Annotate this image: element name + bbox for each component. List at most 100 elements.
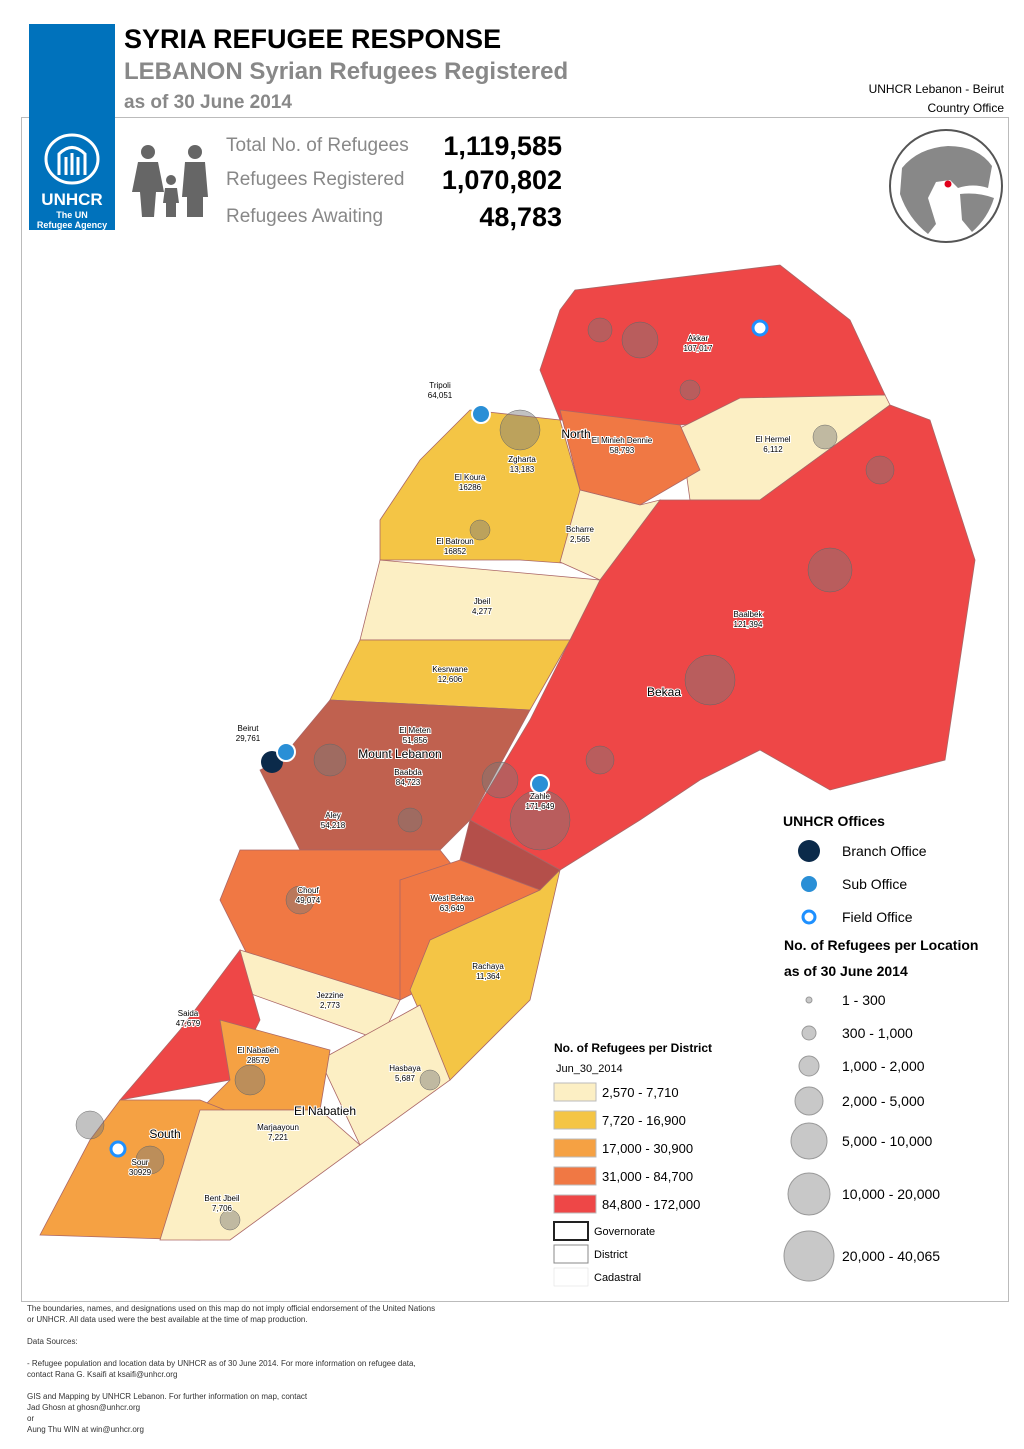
sub-office bbox=[276, 742, 296, 762]
legend-title: No. of Refugees per District bbox=[554, 1041, 712, 1055]
governorate-name: South bbox=[149, 1127, 180, 1141]
district-name: Jbeil bbox=[474, 597, 491, 606]
district-value: 58,793 bbox=[610, 446, 635, 455]
district-value: 16286 bbox=[459, 483, 482, 492]
district-name: El Nabatieh bbox=[237, 1046, 278, 1055]
district-value: 30929 bbox=[129, 1168, 152, 1177]
source: or bbox=[27, 1414, 35, 1423]
legend: UNHCR Offices Branch Office Sub Office Fiel… bbox=[553, 813, 978, 1287]
district-name: Baabda bbox=[394, 768, 422, 777]
district-value: 12,606 bbox=[438, 675, 463, 684]
office-line: UNHCR Lebanon - Beirut bbox=[868, 82, 1004, 96]
field-office bbox=[751, 319, 769, 337]
legend-label: Governorate bbox=[594, 1226, 655, 1238]
district-value: 47,679 bbox=[176, 1019, 201, 1028]
district-value: 7,706 bbox=[212, 1204, 233, 1213]
district-area bbox=[559, 409, 701, 506]
district-value: 171,649 bbox=[526, 802, 555, 811]
district-name: Jezzine bbox=[316, 991, 344, 1000]
legend-label: Field Office bbox=[842, 909, 913, 925]
logo-tagline: Refugee Agency bbox=[36, 220, 108, 230]
legend-label: 1,000 - 2,000 bbox=[842, 1058, 925, 1074]
district-area bbox=[379, 409, 591, 566]
district-value: 29,761 bbox=[236, 734, 261, 743]
district-name: Kesrwane bbox=[432, 665, 468, 674]
district-name: Tripoli bbox=[429, 381, 451, 390]
legend-swatch bbox=[553, 1110, 597, 1130]
sources-title: Data Sources: bbox=[27, 1337, 78, 1346]
legend-label: Cadastral bbox=[594, 1272, 641, 1284]
district-name: El Minieh Dennie bbox=[592, 436, 653, 445]
district-name: El Hermel bbox=[755, 435, 790, 444]
district-name: Aley bbox=[325, 811, 341, 820]
logo: UNHCR The UN Refugee Agency bbox=[29, 24, 115, 230]
district-value: 4,277 bbox=[472, 607, 493, 616]
legend-swatch bbox=[553, 1194, 597, 1214]
legend-label: District bbox=[594, 1249, 628, 1261]
title: SYRIA REFUGEE RESPONSE bbox=[124, 24, 502, 54]
district-name: Bcharre bbox=[566, 525, 595, 534]
governorate-name: North bbox=[561, 427, 590, 441]
sub-office bbox=[530, 774, 550, 794]
field-office bbox=[109, 1140, 127, 1158]
district-value: 2,773 bbox=[320, 1001, 341, 1010]
governorate-name: Bekaa bbox=[647, 685, 681, 699]
logo-tagline: The UN bbox=[56, 210, 88, 220]
legend-circle bbox=[805, 996, 813, 1004]
legend-circle bbox=[790, 1122, 828, 1160]
district-value: 2,565 bbox=[570, 535, 591, 544]
district-value: 28579 bbox=[247, 1056, 270, 1065]
date: as of 30 June 2014 bbox=[124, 92, 292, 113]
district-name: Saida bbox=[178, 1009, 199, 1018]
district-value: 49,074 bbox=[296, 896, 321, 905]
disclaimer: The boundaries, names, and designations … bbox=[27, 1304, 436, 1324]
districts bbox=[39, 264, 976, 1241]
subtitle: LEBANON Syrian Refugees Registered bbox=[124, 58, 569, 85]
legend-label: 20,000 - 40,065 bbox=[842, 1248, 940, 1264]
logo-icon bbox=[44, 133, 100, 185]
legend-label: 2,570 - 7,710 bbox=[602, 1085, 679, 1100]
stat-label: Refugees Awaiting bbox=[226, 206, 384, 227]
district-name: El Batroun bbox=[436, 537, 473, 546]
legend-label: 31,000 - 84,700 bbox=[602, 1169, 693, 1184]
legend-title: No. of Refugees per Location bbox=[784, 937, 978, 953]
legend-circle bbox=[801, 1025, 817, 1041]
district-name: Zahle bbox=[530, 792, 551, 801]
legend-circle bbox=[794, 1086, 824, 1116]
district-value: 5,687 bbox=[395, 1074, 416, 1083]
source: GIS and Mapping by UNHCR Lebanon. For fu… bbox=[27, 1392, 308, 1401]
legend-subtitle: Jun_30_2014 bbox=[556, 1063, 623, 1075]
district-name: Beirut bbox=[238, 724, 260, 733]
stat-value: 1,070,802 bbox=[441, 165, 562, 195]
district-value: 51,856 bbox=[403, 736, 428, 745]
legend-label: Sub Office bbox=[842, 876, 907, 892]
source: - Refugee population and location data b… bbox=[27, 1359, 416, 1379]
legend-label: 7,720 - 16,900 bbox=[602, 1113, 686, 1128]
district-area bbox=[559, 489, 661, 581]
district-area bbox=[319, 1004, 451, 1146]
district-value: 7,221 bbox=[268, 1133, 289, 1142]
source: Aung Thu WIN at win@unhcr.org bbox=[27, 1425, 144, 1434]
governorate-name: Mount Lebanon bbox=[358, 747, 441, 761]
district-name: Akkar bbox=[688, 334, 709, 343]
district-value: 11,364 bbox=[476, 972, 500, 981]
district-name: Baalbek bbox=[734, 610, 764, 619]
source: Jad Ghosn at ghosn@unhcr.org bbox=[27, 1403, 141, 1412]
district-name: Rachaya bbox=[472, 962, 504, 971]
district-area bbox=[159, 1109, 361, 1241]
district-value: 64,051 bbox=[428, 391, 453, 400]
legend-label: Branch Office bbox=[842, 843, 927, 859]
office-line: Country Office bbox=[927, 101, 1004, 115]
sub-office bbox=[471, 404, 491, 424]
district-value: 54,218 bbox=[321, 821, 346, 830]
legend-swatch bbox=[553, 1221, 589, 1241]
legend-label: 1 - 300 bbox=[842, 992, 886, 1008]
stat-label: Refugees Registered bbox=[226, 169, 405, 190]
legend-icon bbox=[798, 840, 820, 862]
legend-subtitle: as of 30 June 2014 bbox=[784, 963, 908, 979]
legend-swatch bbox=[553, 1267, 589, 1287]
district-name: West Bekaa bbox=[431, 894, 475, 903]
